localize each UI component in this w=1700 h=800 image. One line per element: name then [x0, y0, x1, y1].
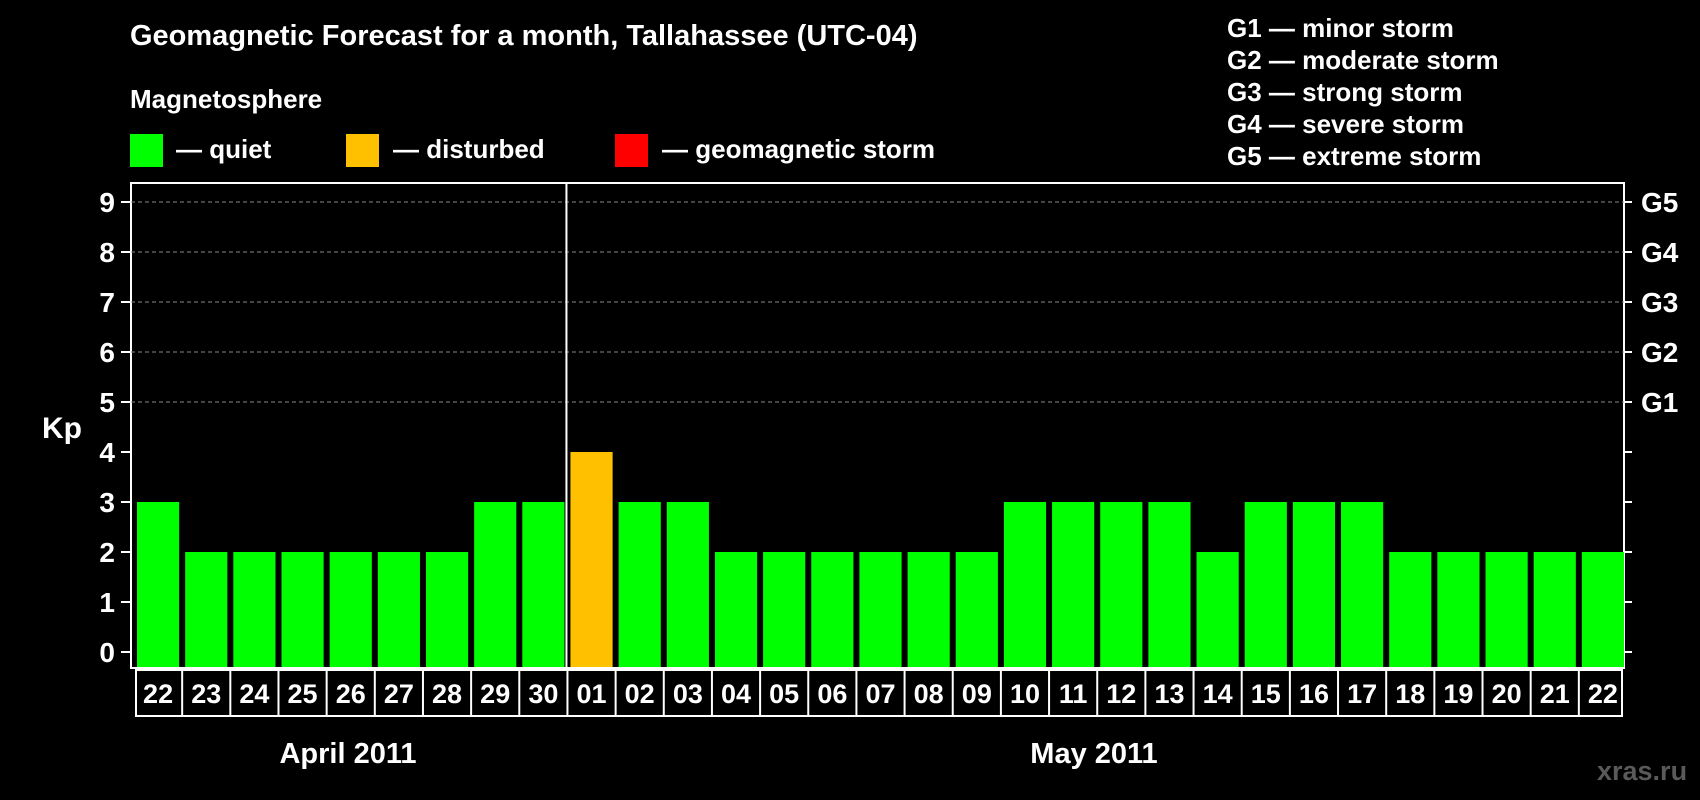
bar-25 [1292, 502, 1336, 667]
day-label-strip [135, 669, 1623, 717]
bar-12 [666, 502, 709, 667]
bar-24 [1244, 502, 1287, 667]
g-scale-label: G3 [1641, 287, 1678, 318]
g-scale-label: G2 [1641, 337, 1678, 368]
x-tick-label: 19 [1443, 679, 1473, 709]
legend-label-storm: — geomagnetic storm [662, 134, 936, 164]
x-tick-label: 10 [1010, 679, 1040, 709]
bar-28 [1437, 552, 1480, 667]
x-tick-label: 22 [1588, 679, 1618, 709]
bar-23 [1196, 552, 1239, 667]
bar-11 [618, 502, 661, 667]
y-tick-label: 8 [99, 237, 115, 268]
x-tick-label: 28 [432, 679, 462, 709]
bar-15 [811, 552, 854, 667]
bar-20 [1052, 502, 1095, 667]
bar-19 [1003, 502, 1047, 667]
x-tick-label: 21 [1540, 679, 1570, 709]
x-tick-label: 07 [865, 679, 895, 709]
x-tick-label: 12 [1106, 679, 1136, 709]
y-tick-label: 0 [99, 637, 115, 668]
x-tick-label: 13 [1154, 679, 1184, 709]
y-tick-label: 3 [99, 487, 115, 518]
y-tick-label: 7 [99, 287, 115, 318]
legend-swatch-disturbed [346, 134, 379, 167]
x-tick-label: 27 [384, 679, 414, 709]
month-label-may: May 2011 [1030, 738, 1157, 770]
x-tick-label: 22 [143, 679, 173, 709]
legend-swatch-storm [615, 134, 648, 167]
bar-18 [955, 552, 998, 667]
bar-14 [763, 552, 806, 667]
y-tick-label: 2 [99, 537, 115, 568]
bar-6 [377, 552, 420, 667]
y-tick-label: 6 [99, 337, 115, 368]
x-tick-label: 16 [1299, 679, 1329, 709]
storm-scale-g3: G3 — strong storm [1227, 77, 1463, 107]
bar-16 [859, 552, 902, 667]
x-tick-label: 03 [673, 679, 703, 709]
y-axis-label: Kp [42, 412, 82, 445]
x-tick-label: 29 [480, 679, 510, 709]
g-scale-label: G5 [1641, 187, 1678, 218]
bar-5 [329, 552, 372, 667]
legend-heading: Magnetosphere [130, 84, 323, 114]
x-tick-label: 17 [1347, 679, 1377, 709]
x-tick-label: 26 [336, 679, 366, 709]
x-tick-label: 01 [577, 679, 607, 709]
x-tick-label: 11 [1059, 679, 1088, 709]
x-tick-label: 24 [239, 679, 269, 709]
x-tick-label: 14 [1203, 679, 1233, 709]
x-tick-label: 05 [769, 679, 799, 709]
bar-1 [137, 502, 180, 667]
x-tick-label: 08 [914, 679, 944, 709]
plot-frame [130, 182, 1625, 669]
storm-scale-g2: G2 — moderate storm [1227, 45, 1499, 75]
x-tick-label: 25 [288, 679, 318, 709]
y-tick-label: 4 [99, 437, 115, 468]
x-tick-label: 06 [817, 679, 847, 709]
x-tick-label: 30 [528, 679, 558, 709]
bar-22 [1148, 502, 1191, 667]
x-tick-label: 09 [962, 679, 992, 709]
x-tick-label: 02 [625, 679, 655, 709]
x-tick-label: 04 [721, 679, 751, 709]
legend-label-disturbed: — disturbed [393, 134, 545, 164]
y-tick-label: 9 [99, 187, 115, 218]
legend-swatch-quiet [130, 134, 163, 167]
bar-17 [907, 552, 950, 667]
bar-7 [425, 552, 469, 667]
bar-9 [522, 502, 565, 667]
y-tick-label: 1 [99, 587, 115, 618]
chart-title: Geomagnetic Forecast for a month, Tallah… [130, 20, 918, 52]
x-tick-label: 18 [1395, 679, 1425, 709]
bar-4 [281, 552, 324, 667]
storm-scale-g4: G4 — severe storm [1227, 109, 1465, 139]
x-tick-label: 20 [1492, 679, 1522, 709]
bar-31 [1581, 552, 1624, 667]
watermark: xras.ru [1597, 756, 1688, 786]
x-tick-label: 23 [191, 679, 221, 709]
legend-label-quiet: — quiet [176, 134, 272, 164]
y-tick-label: 5 [99, 387, 115, 418]
month-label-april: April 2011 [279, 738, 416, 770]
bar-27 [1389, 552, 1432, 667]
bar-13 [714, 552, 758, 667]
storm-scale-g5: G5 — extreme storm [1227, 141, 1482, 171]
g-scale-label: G1 [1641, 387, 1678, 418]
g-scale-label: G4 [1641, 237, 1679, 268]
bar-29 [1485, 552, 1528, 667]
bar-30 [1533, 552, 1576, 667]
x-tick-label: 15 [1251, 679, 1281, 709]
bar-21 [1100, 502, 1143, 667]
bar-3 [233, 552, 276, 667]
bar-2 [185, 552, 228, 667]
storm-scale-g1: G1 — minor storm [1227, 13, 1454, 43]
bar-8 [474, 502, 517, 667]
bar-10 [570, 452, 613, 667]
bar-26 [1341, 502, 1384, 667]
